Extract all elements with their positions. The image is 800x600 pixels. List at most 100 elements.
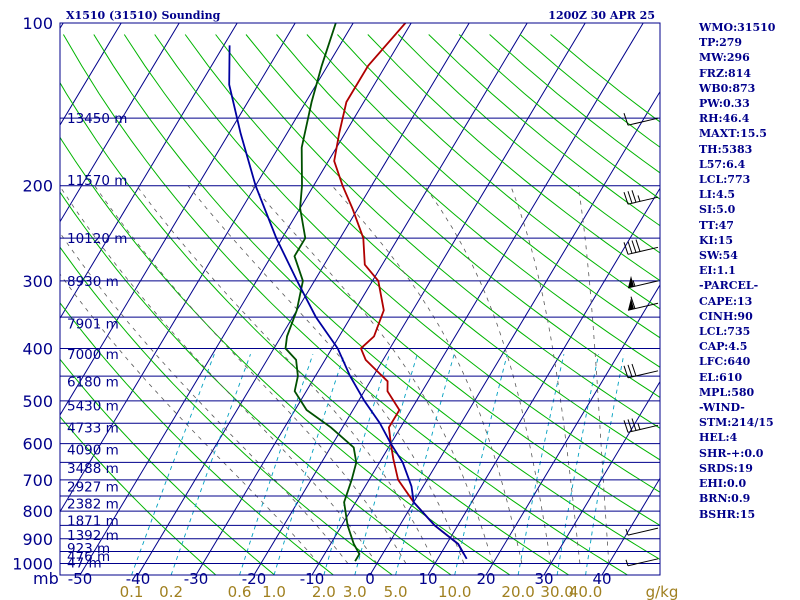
- index-item: EI:1.1: [699, 264, 736, 278]
- mixing-ratio-label: 20.0: [501, 583, 534, 600]
- isotherm-line: [60, 23, 122, 126]
- index-item: -PARCEL-: [699, 279, 759, 293]
- isotherm-line: [485, 284, 660, 575]
- moist-adiabat-line: [136, 185, 436, 564]
- parcel-profile-line: [228, 45, 468, 560]
- moist-adiabat-line: [577, 185, 610, 564]
- temperature-label: -40: [126, 570, 151, 588]
- pressure-label: 500: [22, 392, 53, 411]
- mixing-ratio-line: [556, 354, 600, 575]
- index-item: LFC:640: [699, 355, 751, 369]
- index-item: WMO:31510: [699, 21, 776, 34]
- index-item: TH:5383: [699, 142, 753, 156]
- wind-barb-pennant: [628, 298, 634, 311]
- wind-barb: [627, 275, 659, 289]
- dry-adiabat-line: [306, 34, 660, 339]
- temperature-label: 40: [592, 570, 611, 588]
- dry-adiabat-line: [60, 136, 511, 575]
- wind-barb: [623, 363, 659, 379]
- dry-adiabat-line: [337, 34, 660, 310]
- moist-adiabat-line: [94, 185, 407, 564]
- height-label: 4090 m: [67, 442, 119, 458]
- mixing-ratio-line: [517, 354, 565, 575]
- isotherm-line: [0, 23, 5, 575]
- isotherm-line: [79, 23, 412, 575]
- isotherm-line: [60, 23, 238, 320]
- wind-barb-full: [627, 364, 633, 378]
- height-label: 5430 m: [67, 398, 119, 414]
- indices-panel: WMO:31510 TP:279 MW:296 FRZ:814 WB0:873 PW:0.…: [699, 20, 799, 522]
- mixing-ratio-label: 40.0: [569, 583, 602, 600]
- height-label: 7000 m: [67, 347, 119, 363]
- wind-barb-staff: [627, 527, 659, 536]
- sounding-profiles: [228, 23, 468, 562]
- moist-adiabat-line: [251, 185, 494, 564]
- dry-adiabat-line: [184, 34, 660, 461]
- mixing-ratio-label: 30.0: [540, 583, 573, 600]
- index-item: HEL:4: [699, 431, 738, 445]
- height-label: 1392 m: [67, 528, 119, 544]
- height-label: 3488 m: [67, 461, 119, 477]
- height-label: 1871 m: [67, 513, 119, 529]
- wind-barb-staff: [627, 117, 659, 126]
- pressure-label: 800: [22, 502, 53, 521]
- mixing-ratio-line: [131, 354, 215, 575]
- mixing-ratio-label: 2.0: [312, 583, 336, 600]
- index-item: KI:15: [699, 233, 734, 247]
- pressure-label: 200: [22, 177, 53, 196]
- isotherm-line: [427, 187, 660, 575]
- index-item: MW:296: [699, 51, 750, 65]
- wind-barb-full: [623, 420, 629, 433]
- wind-barb-half: [637, 195, 641, 202]
- background-grid: [0, 23, 660, 575]
- dry-adiabat-line: [60, 246, 393, 575]
- index-item: CAPE:13: [699, 294, 753, 308]
- isotherm-line: [253, 23, 586, 575]
- isotherm-line: [369, 90, 660, 575]
- index-item: MPL:580: [699, 385, 755, 399]
- index-item: SHR-+:0.0: [699, 446, 764, 460]
- isotherm-line: [195, 23, 528, 575]
- index-item: PW:0.33: [699, 97, 750, 111]
- temperature-label: 10: [418, 570, 437, 588]
- mixing-ratio-label: 0.1: [120, 583, 144, 600]
- dry-adiabat-line: [397, 34, 660, 254]
- wind-barb: [623, 190, 659, 205]
- mixing-ratio-label: 5.0: [384, 583, 408, 600]
- dry-adiabat-line: [276, 34, 660, 368]
- index-item: STM:214/15: [699, 416, 774, 430]
- mixing-ratio-line: [395, 354, 455, 575]
- index-item: FRZ:814: [699, 66, 752, 80]
- temperature-label: -30: [184, 570, 209, 588]
- dry-adiabat-line: [215, 34, 660, 429]
- temperature-label: -10: [300, 570, 325, 588]
- wind-barb: [627, 296, 659, 311]
- height-label: 7901 m: [67, 317, 119, 333]
- mixing-ratio-line: [454, 354, 508, 575]
- pressure-label: 1000: [12, 555, 53, 574]
- temperature-profile-line: [333, 23, 465, 555]
- plot-frame: [59, 22, 661, 576]
- temperature-label: 0: [365, 570, 375, 588]
- mixing-ratio-label: 0.6: [228, 583, 252, 600]
- wind-barb-full: [623, 242, 629, 255]
- dry-adiabat-line: [62, 34, 628, 575]
- wind-barb-full: [627, 241, 633, 254]
- wind-barb-full: [627, 419, 633, 432]
- sounding-time: 1200Z 30 APR 25: [548, 9, 655, 22]
- index-item: SW:54: [699, 249, 738, 263]
- dry-adiabat-line: [154, 34, 660, 493]
- index-item: TT:47: [699, 218, 734, 232]
- temperature-label: 30: [534, 570, 553, 588]
- isotherm-line: [601, 477, 660, 575]
- dry-adiabat-line: [60, 358, 275, 575]
- wind-barb-full: [623, 113, 629, 126]
- wind-barb-half: [625, 528, 629, 536]
- moist-adiabat-line: [187, 185, 465, 564]
- height-label: 2927 m: [67, 479, 119, 495]
- mixing-ratio-unit-label: g/kg: [646, 583, 679, 600]
- pressure-label: 600: [22, 435, 53, 454]
- mixing-ratio-line: [239, 354, 314, 575]
